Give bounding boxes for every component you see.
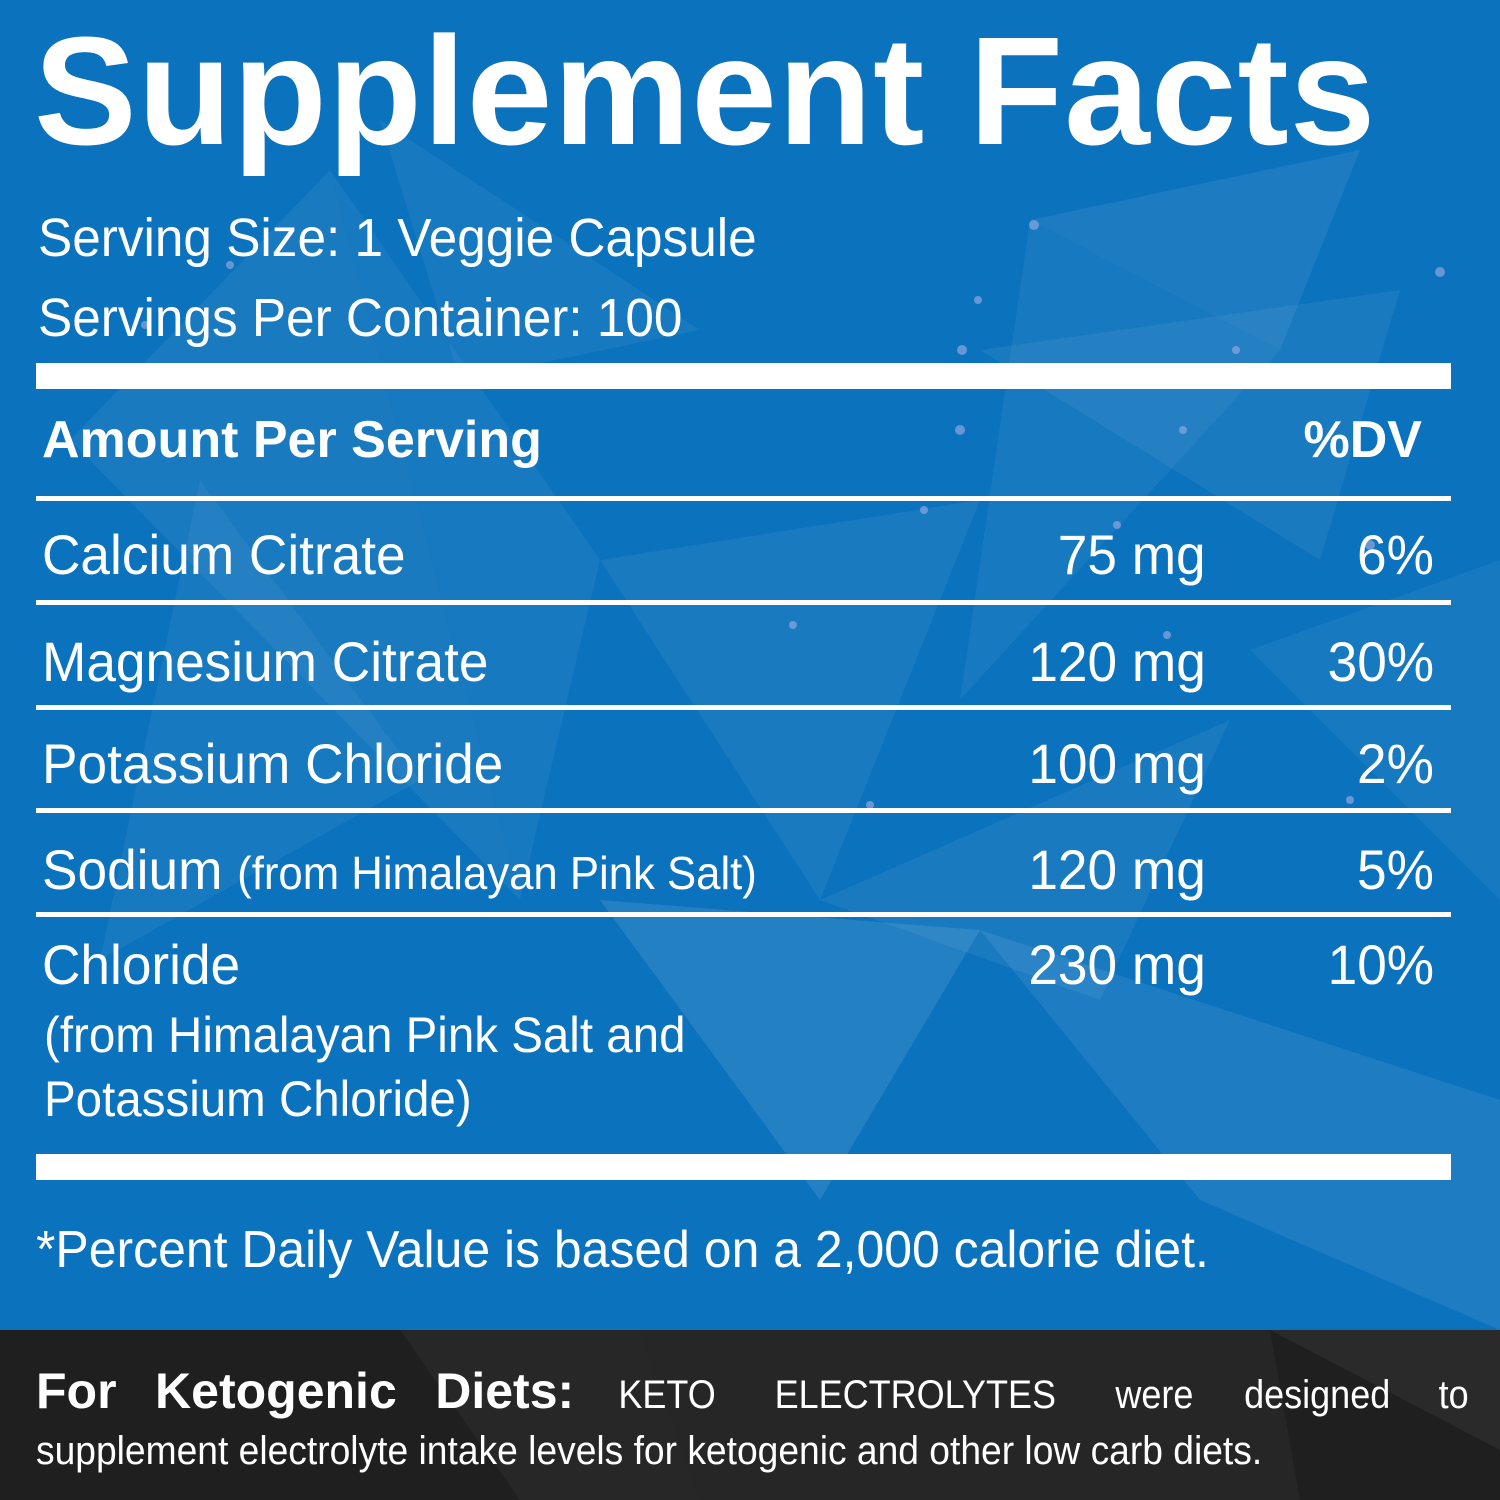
keto-line-2: supplement electrolyte intake levels for… bbox=[36, 1429, 1263, 1473]
nutrient-name: Chloride bbox=[42, 933, 241, 996]
nutrient-source-line1: (from Himalayan Pink Salt and bbox=[44, 1007, 686, 1063]
divider-thin bbox=[36, 808, 1451, 813]
nutrient-amount: 75 mg bbox=[1058, 523, 1206, 586]
divider-thick-top bbox=[36, 363, 1451, 389]
nutrient-name: Magnesium Citrate bbox=[42, 630, 489, 693]
amount-per-serving-header: Amount Per Serving bbox=[42, 411, 542, 469]
panel-title: Supplement Facts bbox=[34, 5, 1377, 177]
nutrient-amount: 120 mg bbox=[1028, 838, 1206, 901]
nutrient-dv: 6% bbox=[1357, 523, 1434, 586]
keto-text-word: ELECTROLYTES bbox=[774, 1373, 1057, 1417]
keto-heading-word: For bbox=[36, 1363, 117, 1419]
divider-thin bbox=[36, 705, 1451, 710]
keto-text-word: were bbox=[1114, 1373, 1193, 1417]
dark-polygon-pattern bbox=[400, 1330, 1500, 1500]
nutrient-amount: 100 mg bbox=[1028, 732, 1206, 795]
divider-thin bbox=[36, 912, 1451, 917]
nutrient-source-line2: Potassium Chloride) bbox=[44, 1071, 472, 1127]
divider-thick-bottom bbox=[36, 1154, 1451, 1180]
polygon-background-pattern bbox=[70, 120, 1500, 1330]
nutrient-dv: 2% bbox=[1357, 732, 1434, 795]
keto-info-band: For Ketogenic Diets: KETO ELECTROLYTES w… bbox=[0, 1330, 1500, 1500]
nutrient-name-group: Sodium (from Himalayan Pink Salt) bbox=[42, 838, 757, 905]
nutrient-dv: 10% bbox=[1327, 933, 1434, 996]
divider-thin bbox=[36, 600, 1451, 605]
nutrient-amount: 120 mg bbox=[1028, 630, 1206, 693]
keto-text-word: KETO bbox=[618, 1373, 716, 1417]
supplement-facts-panel: Supplement Facts Serving Size: 1 Veggie … bbox=[34, 5, 1500, 1330]
nutrient-amount: 230 mg bbox=[1028, 933, 1206, 996]
serving-size: Serving Size: 1 Veggie Capsule bbox=[38, 208, 757, 268]
divider-thin bbox=[36, 496, 1451, 501]
nutrient-name: Calcium Citrate bbox=[42, 523, 406, 586]
nutrient-dv: 30% bbox=[1327, 630, 1434, 693]
keto-line-1: For Ketogenic Diets: KETO ELECTROLYTES w… bbox=[36, 1362, 1470, 1420]
servings-per-container: Servings Per Container: 100 bbox=[38, 288, 683, 348]
keto-text-word: designed bbox=[1243, 1373, 1391, 1417]
nutrient-dv: 5% bbox=[1357, 838, 1434, 901]
keto-heading-word: Diets: bbox=[435, 1363, 575, 1419]
keto-text-word: to bbox=[1438, 1373, 1469, 1417]
keto-heading-word: Ketogenic bbox=[155, 1363, 397, 1419]
dv-header: %DV bbox=[1303, 411, 1422, 469]
nutrient-source: (from Himalayan Pink Salt) bbox=[237, 847, 757, 899]
nutrient-name: Potassium Chloride bbox=[42, 732, 504, 795]
dv-footnote: *Percent Daily Value is based on a 2,000… bbox=[36, 1221, 1209, 1279]
nutrient-name: Sodium bbox=[42, 838, 223, 901]
